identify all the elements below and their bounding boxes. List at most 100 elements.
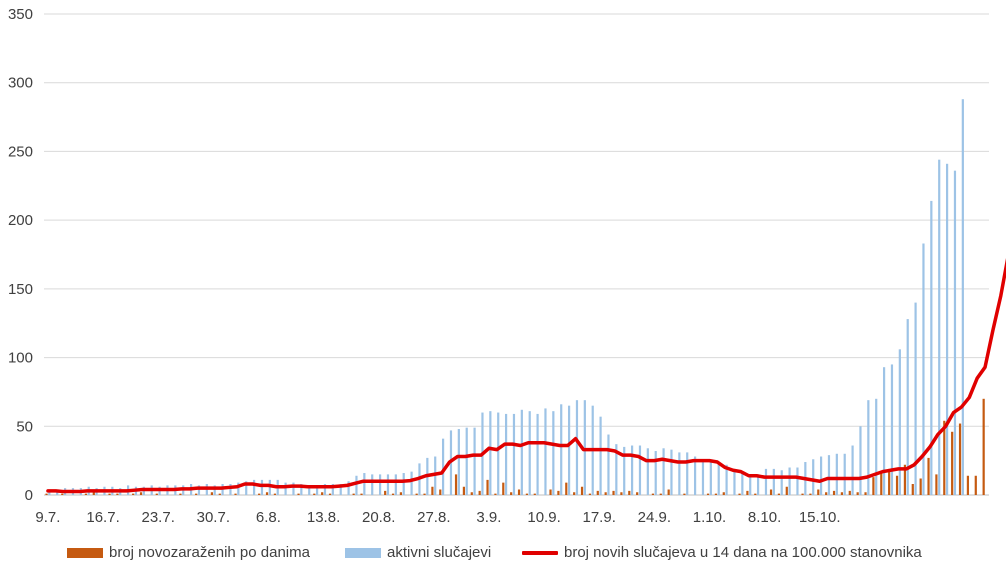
bar-active-cases bbox=[402, 473, 405, 495]
bar-new-cases bbox=[911, 484, 914, 495]
bar-new-cases bbox=[919, 478, 922, 495]
bar-active-cases bbox=[607, 434, 610, 495]
bar-active-cases bbox=[843, 453, 846, 495]
bar-active-cases bbox=[268, 479, 271, 495]
bar-active-cases bbox=[922, 243, 925, 495]
bar-active-cases bbox=[441, 438, 445, 495]
bar-new-cases bbox=[321, 492, 324, 495]
bar-new-cases bbox=[817, 489, 820, 495]
bar-active-cases bbox=[339, 484, 342, 495]
bar-new-cases bbox=[384, 490, 387, 495]
bar-active-cases bbox=[890, 364, 894, 495]
bar-active-cases bbox=[615, 444, 618, 495]
bar-new-cases bbox=[360, 493, 363, 495]
bar-new-cases bbox=[958, 423, 962, 495]
bar-active-cases bbox=[465, 427, 468, 495]
bar-active-cases bbox=[772, 468, 775, 495]
bar-new-cases bbox=[218, 493, 221, 495]
bar-active-cases bbox=[457, 429, 460, 495]
bar-active-cases bbox=[741, 473, 744, 495]
bar-new-cases bbox=[486, 479, 489, 495]
bar-active-cases bbox=[898, 349, 901, 495]
bar-active-cases bbox=[851, 445, 854, 495]
x-tick-label: 16.7. bbox=[86, 509, 119, 526]
bar-active-cases bbox=[686, 452, 689, 495]
bar-new-cases bbox=[888, 468, 891, 495]
bar-new-cases bbox=[738, 493, 741, 495]
bar-new-cases bbox=[982, 398, 985, 495]
bar-active-cases bbox=[260, 479, 264, 495]
bar-new-cases bbox=[864, 492, 867, 495]
bar-new-cases bbox=[549, 489, 552, 495]
x-tick-label: 20.8. bbox=[362, 509, 395, 526]
bar-active-cases bbox=[292, 482, 295, 495]
bar-active-cases bbox=[812, 459, 815, 495]
combo-chart: 0 50 100 150 200 250 300 350 9.7. 16.7. 23.7. 30.7… bbox=[8, 6, 1006, 526]
bar-active-cases bbox=[701, 460, 705, 495]
bar-active-cases bbox=[709, 462, 712, 495]
bar-new-cases bbox=[801, 493, 804, 495]
bar-new-cases bbox=[612, 490, 615, 495]
bar-active-cases bbox=[749, 474, 752, 495]
bar-active-cases bbox=[252, 479, 256, 495]
bar-active-cases bbox=[764, 468, 768, 495]
bar-new-cases bbox=[832, 490, 836, 495]
bar-new-cases bbox=[856, 492, 859, 495]
x-tick-label: 17.9. bbox=[583, 509, 616, 526]
bar-active-cases bbox=[756, 474, 760, 495]
bar-active-cases bbox=[733, 471, 736, 495]
y-tick-label: 200 bbox=[8, 212, 33, 229]
legend-label-new-cases: broj novozaraženih po danima bbox=[109, 544, 310, 561]
bar-active-cases bbox=[504, 413, 508, 495]
legend-swatch-new-cases bbox=[67, 547, 103, 558]
y-tick-label: 300 bbox=[8, 75, 33, 92]
bar-active-cases bbox=[552, 411, 555, 495]
bar-new-cases bbox=[533, 493, 536, 495]
bar-new-cases bbox=[848, 490, 851, 495]
x-tick-label: 30.7. bbox=[197, 509, 230, 526]
bar-new-cases bbox=[565, 482, 568, 495]
bar-new-cases bbox=[754, 493, 757, 495]
bar-active-cases bbox=[245, 481, 248, 495]
bar-new-cases bbox=[604, 492, 607, 495]
bar-new-cases bbox=[399, 492, 403, 495]
bar-new-cases bbox=[580, 486, 584, 495]
bar-new-cases bbox=[951, 431, 954, 495]
x-tick-label: 24.9. bbox=[638, 509, 671, 526]
bar-new-cases bbox=[872, 477, 875, 495]
bar-active-cases bbox=[623, 446, 626, 495]
legend: broj novozaraženih po danima aktivni slu… bbox=[0, 544, 1006, 568]
bar-new-cases bbox=[840, 492, 844, 495]
bar-new-cases bbox=[139, 492, 143, 495]
bar-active-cases bbox=[300, 484, 303, 495]
bar-active-cases bbox=[693, 456, 697, 495]
y-tick-label: 100 bbox=[8, 350, 33, 367]
bar-new-cases bbox=[683, 493, 686, 495]
bar-new-cases bbox=[234, 493, 237, 495]
bar-new-cases bbox=[108, 493, 111, 495]
gridlines bbox=[44, 13, 989, 496]
bar-active-cases bbox=[347, 481, 350, 495]
incidence-line bbox=[46, 258, 1006, 494]
legend-label-incidence: broj novih slučajeva u 14 dana na 100.00… bbox=[564, 544, 922, 561]
legend-swatch-incidence bbox=[522, 550, 558, 555]
bar-active-cases bbox=[630, 445, 634, 495]
bar-new-cases bbox=[502, 482, 505, 495]
bar-active-cases bbox=[678, 452, 681, 495]
active-cases-bars bbox=[48, 99, 964, 495]
bar-new-cases bbox=[61, 493, 64, 495]
bar-active-cases bbox=[197, 485, 201, 495]
bar-active-cases bbox=[859, 426, 862, 495]
legend-label-active-cases: aktivni slučajevi bbox=[387, 544, 492, 561]
bar-new-cases bbox=[454, 474, 458, 495]
bar-new-cases bbox=[927, 457, 930, 495]
bar-active-cases bbox=[331, 484, 334, 495]
bar-active-cases bbox=[323, 484, 327, 495]
bar-new-cases bbox=[651, 493, 655, 495]
bar-new-cases bbox=[116, 493, 119, 495]
bar-active-cases bbox=[237, 482, 240, 495]
bar-new-cases bbox=[943, 420, 946, 495]
bar-active-cases bbox=[371, 474, 374, 495]
bar-new-cases bbox=[636, 492, 639, 495]
